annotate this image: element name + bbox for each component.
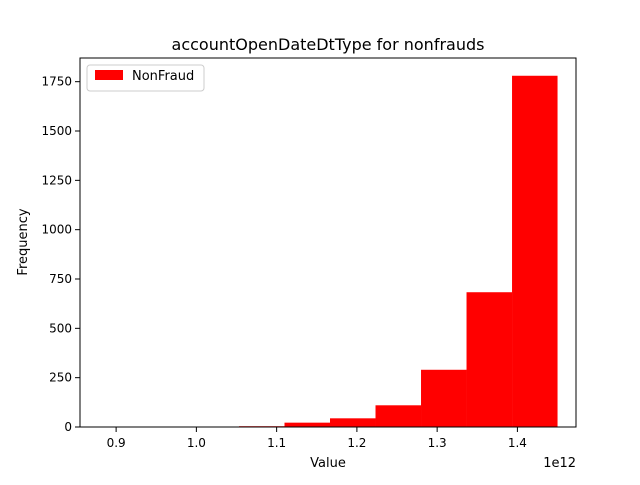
y-tick-label: 750 — [49, 272, 72, 286]
x-tick-label: 1.2 — [347, 436, 366, 450]
histogram-bar — [376, 405, 422, 427]
x-tick-label: 1.4 — [508, 436, 527, 450]
x-tick-label: 1.3 — [428, 436, 447, 450]
x-tick-label: 1.1 — [267, 436, 286, 450]
chart-title: accountOpenDateDtType for nonfrauds — [172, 35, 485, 54]
y-axis-label: Frequency — [16, 208, 31, 275]
histogram-bar — [467, 292, 513, 427]
histogram-bar — [421, 370, 467, 427]
y-tick-label: 250 — [49, 371, 72, 385]
x-axis-offset-label: 1e12 — [543, 456, 576, 471]
histogram-bar — [512, 76, 558, 427]
y-tick-label: 500 — [49, 321, 72, 335]
y-tick-label: 0 — [64, 420, 72, 434]
x-tick-label: 1.0 — [187, 436, 206, 450]
y-tick-label: 1750 — [41, 75, 72, 89]
histogram-bar — [330, 418, 376, 427]
x-tick-label: 0.9 — [107, 436, 126, 450]
y-tick-label: 1500 — [41, 124, 72, 138]
histogram-bar — [284, 423, 330, 427]
legend-swatch-nonfraud — [95, 70, 123, 80]
y-tick-label: 1000 — [41, 223, 72, 237]
legend: NonFraud — [87, 65, 204, 91]
legend-label-nonfraud: NonFraud — [132, 69, 194, 84]
y-tick-label: 1250 — [41, 173, 72, 187]
x-axis-label: Value — [310, 456, 346, 471]
